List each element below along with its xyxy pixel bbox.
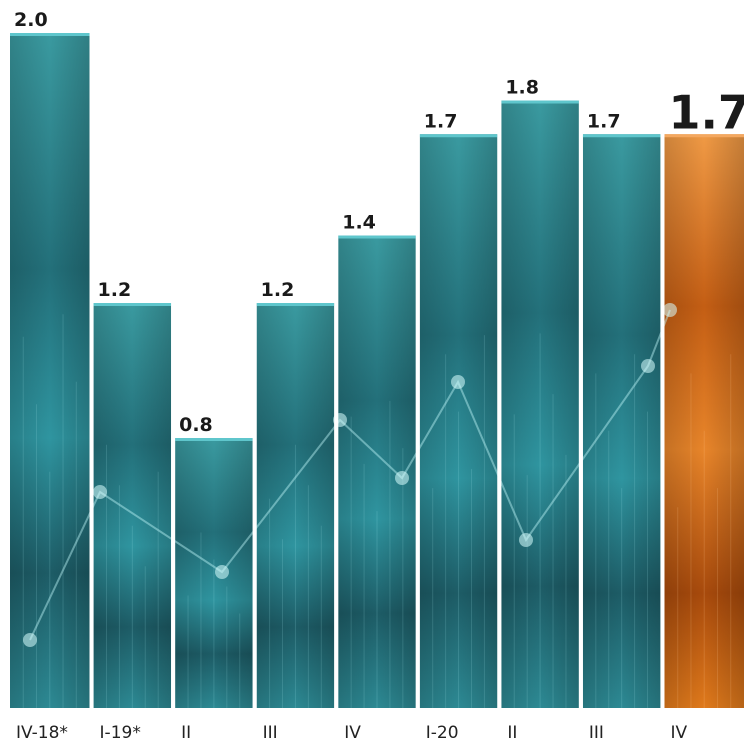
category-tick-label: III	[589, 723, 604, 742]
category-tick-label: I-20	[426, 723, 459, 742]
category-tick-label: III	[263, 723, 278, 742]
bar-shade	[501, 100, 579, 708]
decorative-glow-point	[93, 485, 107, 499]
category-tick-label: IV	[344, 723, 361, 742]
bar-shade	[10, 33, 90, 708]
decorative-glow-point	[215, 565, 229, 579]
bar-value-label: 1.7	[424, 110, 458, 132]
category-tick-label: II	[181, 723, 191, 742]
bar-top-edge	[93, 303, 172, 306]
bar-shade	[175, 438, 253, 708]
decorative-glow-point	[23, 633, 37, 647]
bar-value-label: 1.2	[98, 279, 132, 301]
category-tick-label: II	[507, 723, 517, 742]
decorative-glow-point	[519, 533, 533, 547]
decorative-glow-point	[395, 471, 409, 485]
bar-separator	[252, 0, 257, 712]
bar-separator	[89, 0, 94, 712]
bar-value-label: 1.7	[587, 110, 621, 132]
bar-value-label: 1.2	[261, 279, 295, 301]
tick-labels-layer: IV-18* I-19* II III IV I-20 II III IV	[16, 723, 687, 742]
category-tick-label: IV	[670, 723, 687, 742]
bar-top-edge	[175, 438, 253, 441]
bar-value-label: 1.8	[505, 77, 539, 99]
category-tick-label: I-19*	[100, 723, 141, 742]
bar-top-edge	[419, 134, 498, 138]
bar-separator	[334, 0, 339, 712]
value-labels-layer: 2.0 1.2 0.8 1.2 1.4 1.7 1.8 1.7 1.7	[14, 9, 744, 436]
bar-value-label: 1.4	[342, 212, 376, 234]
bar-separator	[415, 0, 420, 712]
bars-layer	[10, 33, 744, 708]
decorative-glow-point	[641, 359, 655, 373]
decorative-overlay	[22, 0, 732, 712]
bar-separator	[497, 0, 502, 712]
bar-top-edge	[501, 100, 579, 104]
bar-top-edge	[338, 235, 416, 239]
category-tick-label: IV-18*	[16, 723, 68, 742]
decorative-glow-point	[451, 375, 465, 389]
bar-value-label: 0.8	[179, 414, 213, 436]
bar-separator	[578, 0, 583, 712]
bar-shade	[419, 134, 498, 708]
decorative-glow-point	[663, 303, 677, 317]
bar-value-label: 2.0	[14, 9, 48, 31]
bar-top-edge	[10, 33, 90, 36]
bar-top-edge	[664, 134, 744, 138]
bar-shade	[93, 303, 172, 708]
bar-shade	[664, 134, 744, 708]
bar-top-edge	[256, 303, 335, 306]
bar-shade	[256, 303, 335, 708]
bar-value-label: 1.7	[668, 85, 744, 139]
bar-shade	[582, 134, 661, 708]
bar-separator	[660, 0, 665, 712]
bar-top-edge	[582, 134, 661, 138]
bar-separator	[171, 0, 176, 712]
